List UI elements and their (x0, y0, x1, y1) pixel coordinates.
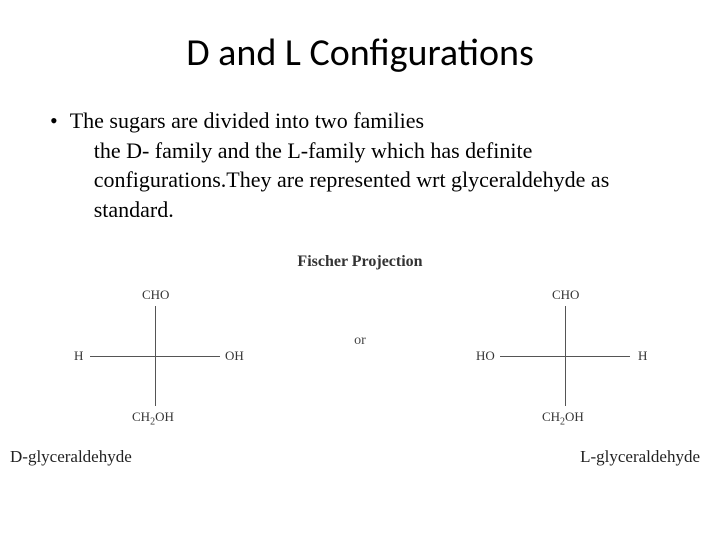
bullet-text-block: The sugars are divided into two families… (70, 106, 680, 225)
ch2oh-post: OH (565, 409, 584, 424)
bullet-lead: The sugars are divided into two families (70, 108, 424, 133)
bond-horizontal (500, 356, 630, 357)
body-text: • The sugars are divided into two famili… (50, 106, 680, 225)
slide-title: D and L Configurations (40, 30, 680, 76)
group-h-left: H (74, 348, 83, 364)
ch2oh-post: OH (155, 409, 174, 424)
bullet-marker: • (50, 106, 58, 136)
group-cho: CHO (142, 287, 169, 303)
group-ho-left: HO (476, 348, 495, 364)
group-ch2oh: CH2OH (132, 409, 174, 428)
molecule-l: CHO HO H CH2OH (460, 281, 670, 431)
diagram-row: CHO H OH CH2OH or CHO HO H CH2OH (40, 281, 680, 431)
caption-row: D-glyceraldehyde L-glyceraldehyde (40, 431, 680, 467)
group-h-right: H (638, 348, 647, 364)
molecule-d: CHO H OH CH2OH (50, 281, 260, 431)
slide: D and L Configurations • The sugars are … (0, 0, 720, 540)
caption-d: D-glyceraldehyde (10, 447, 132, 467)
ch2oh-pre: CH (132, 409, 150, 424)
bullet-item: • The sugars are divided into two famili… (50, 106, 680, 225)
bond-horizontal (90, 356, 220, 357)
group-oh-right: OH (225, 348, 244, 364)
or-label: or (354, 333, 366, 379)
bullet-continuation: the D- family and the L-family which has… (94, 136, 680, 225)
ch2oh-pre: CH (542, 409, 560, 424)
fischer-projection-title: Fischer Projection (40, 253, 680, 271)
group-cho: CHO (552, 287, 579, 303)
caption-l: L-glyceraldehyde (580, 447, 700, 467)
group-ch2oh: CH2OH (542, 409, 584, 428)
